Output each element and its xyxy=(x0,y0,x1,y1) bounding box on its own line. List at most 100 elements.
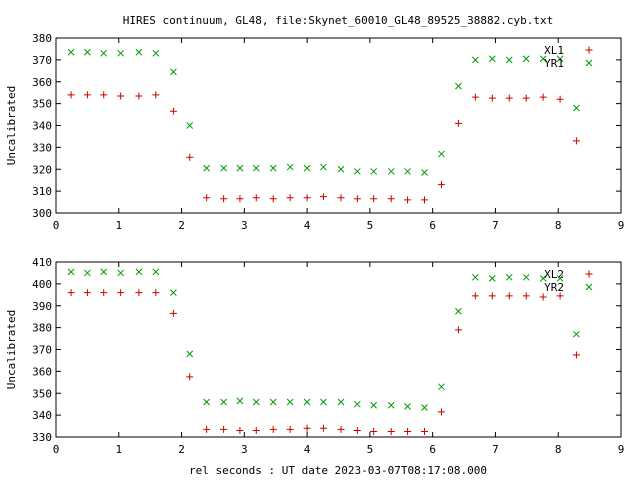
panel2-xl2-point xyxy=(488,292,496,300)
panel2-xl2-point xyxy=(252,426,260,434)
panel2-xl2-point xyxy=(454,326,462,334)
panel1-yr1-point xyxy=(100,49,108,57)
panel2-xl2-point xyxy=(236,426,244,434)
panel1-yr1-point xyxy=(522,55,530,63)
panel1-xl1-point xyxy=(471,93,479,101)
panel2-yr2-point xyxy=(522,273,530,281)
panel1-xl1-point xyxy=(169,107,177,115)
panel1-y-tick-label: 330 xyxy=(32,141,52,154)
panel2-yr2-point xyxy=(421,404,428,411)
panel2-yr2-point xyxy=(84,269,91,277)
panel1-xl1-point xyxy=(186,153,194,161)
panel1-xl1-point xyxy=(370,195,378,203)
panel2-yr2-point xyxy=(67,268,75,276)
panel2-legend-yr2: YR2 xyxy=(544,281,564,294)
panel1-yr1-point xyxy=(438,150,445,158)
panel1-yr1-point xyxy=(252,164,260,172)
panel2-xl2-point xyxy=(572,351,580,359)
panel1-yr1-point xyxy=(152,49,160,57)
panel1-x-tick-label: 1 xyxy=(115,219,122,232)
panel2-xl2-point xyxy=(286,425,294,433)
panel2-yr2-point xyxy=(117,269,125,277)
panel2-x-tick-label: 9 xyxy=(618,443,625,456)
panel1-xl1-point xyxy=(437,181,445,189)
panel2-xl2-point xyxy=(319,424,327,432)
panel1-y-axis-label: Uncalibrated xyxy=(5,86,18,165)
panel1-yr1-point xyxy=(370,168,378,175)
panel1-xl1-point xyxy=(269,195,277,203)
panel2-yr2-point xyxy=(203,398,211,406)
panel1-legend-yr1-marker xyxy=(585,59,593,67)
panel2-x-tick-label: 2 xyxy=(178,443,185,456)
panel1-x-tick-label: 7 xyxy=(492,219,499,232)
panel1-xl1-point xyxy=(135,92,143,100)
panel1-yr1-point xyxy=(404,168,411,175)
panel1-xl1-point xyxy=(220,195,228,203)
panel2-plot-frame xyxy=(55,261,622,438)
panel2-yr2-point xyxy=(455,307,462,315)
panel2-y-tick-label: 400 xyxy=(32,278,52,291)
x-axis-label: rel seconds : UT date 2023-03-07T08:17:0… xyxy=(189,464,487,477)
panel2-xl2-point xyxy=(203,425,211,433)
panel2-yr2-point xyxy=(370,401,378,409)
panel1-yr1-point xyxy=(573,104,580,112)
panel1-yr1-point xyxy=(303,164,311,172)
panel1-xl1-point xyxy=(67,91,75,99)
panel2-xl2-point xyxy=(522,292,530,300)
panel2-yr2-point xyxy=(438,383,445,391)
panel2-yr2-point xyxy=(404,403,411,410)
panel1-yr1-point xyxy=(170,68,177,76)
panel2-xl2-point xyxy=(169,309,177,317)
panel1-yr1-point xyxy=(421,169,428,176)
panel2-xl2-point xyxy=(505,292,513,300)
panel1-xl1-point xyxy=(319,193,327,201)
panel1-y-tick-label: 350 xyxy=(32,98,52,111)
panel2-y-tick-label: 380 xyxy=(32,322,52,335)
panel1-legend-yr1: YR1 xyxy=(544,57,564,70)
panel2-y-tick-label: 360 xyxy=(32,365,52,378)
panel1-yr1-point xyxy=(236,164,244,172)
panel2-xl2-point xyxy=(404,428,412,436)
panel2-xl2-point xyxy=(387,428,395,436)
panel2-xl2-point xyxy=(303,424,311,432)
panel1-xl1-point xyxy=(387,195,395,203)
panel2-yr2-point xyxy=(387,401,395,409)
panel1-x-tick-label: 3 xyxy=(241,219,248,232)
panel1-xl1-point xyxy=(203,194,211,202)
panel1-yr1-point xyxy=(286,163,294,171)
panel2-yr2-point xyxy=(236,397,244,405)
panel2-xl2-point xyxy=(421,428,429,436)
panel2-yr2-point xyxy=(252,398,260,406)
panel2-y-tick-label: 340 xyxy=(32,409,52,422)
panel1-xl1-point xyxy=(303,194,311,202)
panel2-xl2-point xyxy=(186,373,194,381)
panel1-x-tick-label: 9 xyxy=(618,219,625,232)
panel2-y-tick-label: 410 xyxy=(32,256,52,269)
panel2-xl2-point xyxy=(556,292,564,300)
panel2-yr2-point xyxy=(488,275,496,282)
panel1-legend-xl1: XL1 xyxy=(544,44,564,57)
panel1-xl1-point xyxy=(421,196,429,204)
panel1-x-tick-label: 0 xyxy=(53,219,60,232)
panel2-xl2-point xyxy=(220,425,228,433)
panel1-yr1-point xyxy=(203,164,211,172)
panel1-xl1-point xyxy=(83,91,91,99)
panel2-yr2-point xyxy=(286,398,294,406)
panel1-xl1-point xyxy=(117,92,125,100)
panel1-yr1-point xyxy=(67,48,75,56)
panel1-plot-frame xyxy=(55,37,622,214)
panel1-yr1-point xyxy=(135,48,143,56)
panel1-xl1-point xyxy=(522,94,530,102)
chart-title: HIRES continuum, GL48, file:Skynet_60010… xyxy=(123,14,553,27)
panel2-x-tick-label: 3 xyxy=(241,443,248,456)
panel1-x-tick-label: 6 xyxy=(429,219,436,232)
panel2-xl2-point xyxy=(152,289,160,297)
panel2-xl2-point xyxy=(83,289,91,297)
panel1-xl1-point xyxy=(252,194,260,202)
panel2-yr2-point xyxy=(152,268,160,276)
panel1-yr1-point xyxy=(186,122,194,129)
panel1-xl1-point xyxy=(454,119,462,127)
panel1-xl1-point xyxy=(505,94,513,102)
